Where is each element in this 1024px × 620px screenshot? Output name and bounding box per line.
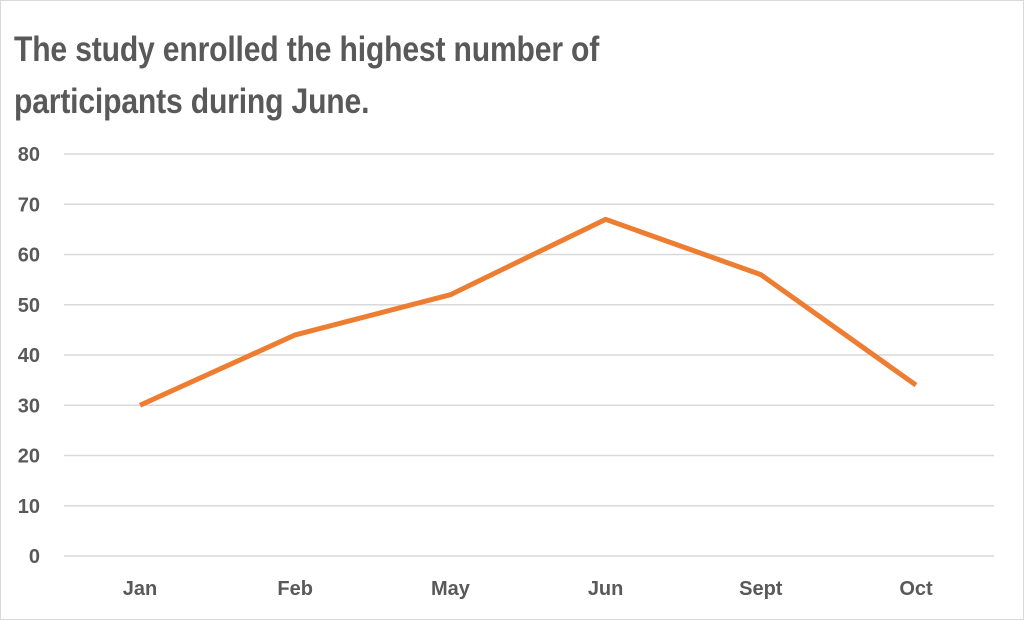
series-line: [138, 216, 918, 408]
x-tick-label: Jan: [123, 578, 157, 600]
y-tick-label: 70: [18, 194, 40, 216]
chart-title: The study enrolled the highest number of…: [14, 30, 600, 121]
gridlines: [64, 153, 994, 557]
y-tick-label: 80: [18, 144, 40, 166]
x-axis: Jan Feb May Jun Sept Oct: [123, 578, 933, 600]
series-group: [138, 216, 918, 408]
y-tick-label: 60: [18, 245, 40, 267]
y-tick-label: 10: [18, 496, 40, 518]
x-tick-label: Feb: [277, 578, 313, 600]
y-tick-label: 20: [18, 446, 40, 468]
y-tick-label: 50: [18, 295, 40, 317]
x-tick-label: May: [431, 578, 471, 600]
x-tick-label: Sept: [739, 578, 783, 600]
y-tick-label: 40: [18, 345, 40, 367]
y-tick-label: 0: [29, 546, 40, 568]
x-tick-label: Jun: [588, 578, 624, 600]
x-tick-label: Oct: [899, 578, 933, 600]
y-tick-label: 30: [18, 395, 40, 417]
y-axis: 0 10 20 30 40 50 60 70 80: [18, 144, 40, 568]
